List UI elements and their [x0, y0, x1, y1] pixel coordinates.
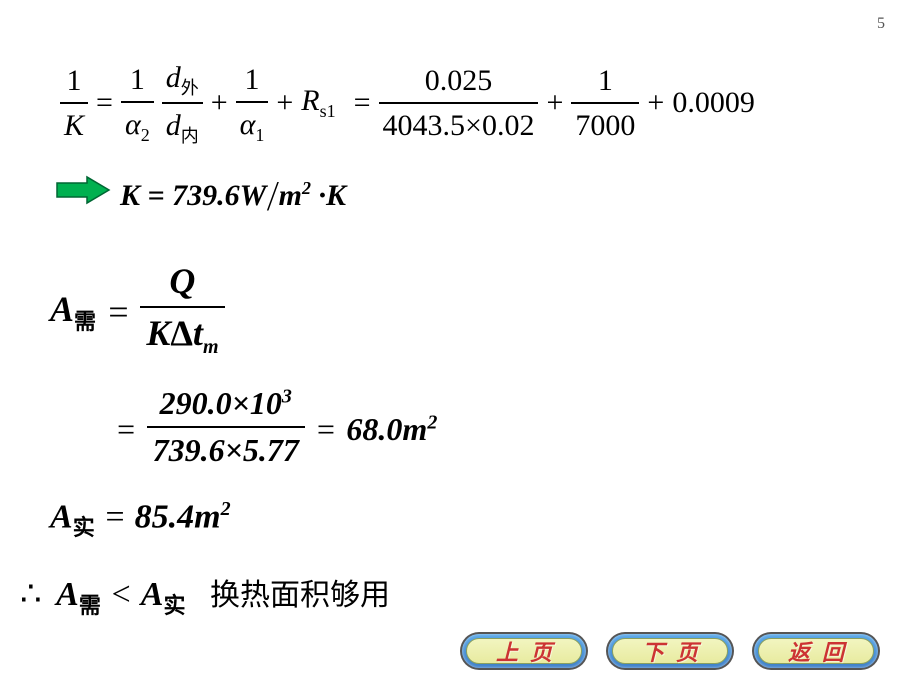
prev-page-button[interactable]: 上页 [460, 632, 588, 670]
eq1-lhs-num: 1 [60, 61, 88, 104]
eq1-r2-num: 1 [571, 61, 639, 104]
eq1-R: Rs1 [301, 84, 335, 122]
eq1-r2-den: 7000 [571, 104, 639, 145]
equation-K-value: K = 739.6W/m2 ·K [120, 178, 346, 213]
eq1-t2-den: d内 [162, 104, 203, 148]
equation-A-actual: A实 = 85.4m2 [50, 498, 231, 542]
eq1-t1-num: 1 [121, 60, 154, 103]
next-page-button[interactable]: 下页 [606, 632, 734, 670]
equation-A-required: A需 = Q KΔtm [50, 260, 225, 363]
eq1-lhs-den: K [60, 104, 88, 145]
equation-1-over-K: 1 K = 1 α2 d外 d内 + 1 α1 + Rs1 = 0.025 40… [60, 58, 755, 149]
conclusion-text: 换热面积够用 [210, 579, 390, 612]
eq1-t2-num: d外 [162, 58, 203, 104]
page-number: 5 [877, 15, 885, 33]
eq4-result: 68.0m2 [346, 411, 437, 448]
prev-label: 上页 [484, 635, 564, 667]
eq1-r1-den: 4043.5×0.02 [379, 104, 539, 145]
eq1-r3: 0.0009 [672, 86, 755, 120]
eq1-t3-num: 1 [236, 60, 269, 103]
eq3-Q: Q [140, 260, 224, 308]
next-label: 下页 [630, 635, 710, 667]
eq4-den: 739.6×5.77 [147, 428, 305, 473]
nav-buttons: 上页 下页 返回 [460, 632, 880, 670]
eq1-t3-den: α1 [236, 103, 269, 147]
back-label: 返回 [776, 635, 856, 667]
eq1-t1-den: α2 [121, 103, 154, 147]
equation-A-calculation: = 290.0×103 739.6×5.77 = 68.0m2 [115, 385, 437, 473]
back-button[interactable]: 返回 [752, 632, 880, 670]
eq3-den: KΔtm [140, 308, 224, 363]
eq1-r1-num: 0.025 [379, 61, 539, 104]
result-arrow-icon [55, 175, 111, 210]
eq4-num: 290.0×103 [147, 385, 305, 428]
equation-conclusion: ∴ A需 < A实 换热面积够用 [20, 570, 390, 620]
